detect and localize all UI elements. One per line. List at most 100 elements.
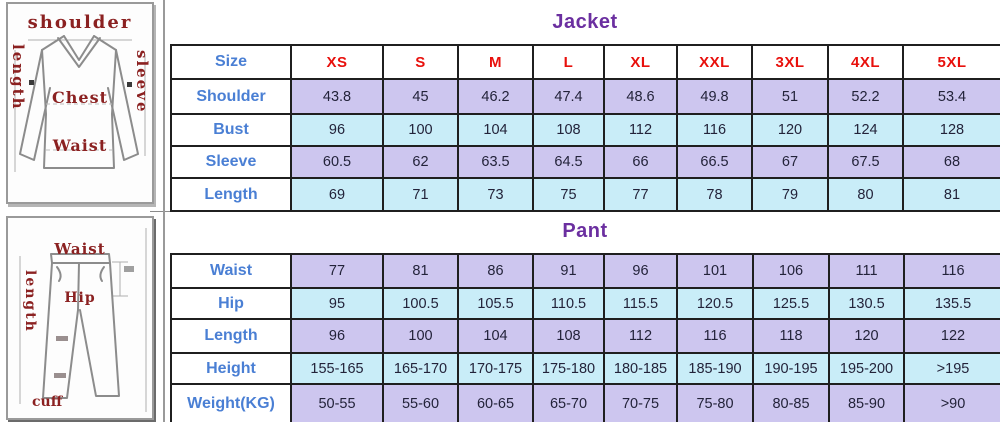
jacket-section-title: Jacket [552,10,618,33]
value-cell: 170-175 [457,352,534,385]
size-column-header: XXL [676,44,753,80]
value-cell: 91 [532,253,605,289]
row-label-length: Length [170,318,292,354]
value-cell: 43.8 [290,78,384,115]
jacket-chest-label: Chest [52,88,108,107]
size-column-header: 4XL [827,44,904,80]
pant-section-title: Pant [562,219,608,242]
table-row: Shoulder 43.8 45 46.2 47.4 48.6 49.8 51 52.2 53.4 [170,78,1000,115]
value-cell: 106 [752,253,830,289]
value-cell: 67.5 [827,145,904,179]
value-cell: 73 [457,177,534,212]
table-row: Hip 95 100.5 105.5 110.5 115.5 120.5 125.5 130.5… [170,287,1000,320]
row-label-length: Length [170,177,292,212]
size-column-header: M [457,44,534,80]
value-cell: 112 [603,113,678,147]
jacket-size-table: Size XS S M L XL XXL 3XL 4XL 5XL Shoulder 43.8 45 46.… [170,44,1000,212]
table-row: Length 69 71 73 75 77 78 79 80 81 [170,177,1000,212]
value-cell: 122 [903,318,1000,354]
value-cell: 80-85 [752,383,830,422]
value-cell: 85-90 [828,383,905,422]
value-cell: 63.5 [457,145,534,179]
value-cell: 48.6 [603,78,678,115]
value-cell: 86 [457,253,534,289]
value-cell: 75 [532,177,605,212]
row-label-hip: Hip [170,287,292,320]
value-cell: 67 [751,145,829,179]
value-cell: 80 [827,177,904,212]
value-cell: >195 [903,352,1000,385]
value-cell: 155-165 [290,352,384,385]
row-label-waist: Waist [170,253,292,289]
value-cell: 81 [382,253,459,289]
table-row: Length 96 100 104 108 112 116 118 120 122 [170,318,1000,354]
value-cell: 65-70 [532,383,605,422]
table-row: Weight(KG) 50-55 55-60 60-65 65-70 70-75 75-80… [170,383,1000,422]
value-cell: 60.5 [290,145,384,179]
value-cell: 69 [290,177,384,212]
value-cell: 96 [290,113,384,147]
value-cell: 120.5 [676,287,754,320]
row-label-shoulder: Shoulder [170,78,292,115]
row-label-bust: Bust [170,113,292,147]
value-cell: 62 [382,145,459,179]
table-row: Sleeve 60.5 62 63.5 64.5 66 66.5 67 67.5 68 [170,145,1000,179]
value-cell: 124 [827,113,904,147]
jacket-shoulder-label: shoulder [27,12,133,33]
size-header-row: Size XS S M L XL XXL 3XL 4XL 5XL [170,44,1000,80]
value-cell: 100 [382,113,459,147]
value-cell: 130.5 [828,287,905,320]
panel-divider-line [150,211,206,212]
value-cell: 75-80 [676,383,754,422]
row-label-height: Height [170,352,292,385]
value-cell: 95 [290,287,384,320]
table-row: Height 155-165 165-170 170-175 175-180 180-18… [170,352,1000,385]
jacket-sleeve-label: sleeve [133,50,151,114]
value-cell: 47.4 [532,78,605,115]
value-cell: 53.4 [902,78,1000,115]
row-label-weightkg: Weight(KG) [170,383,292,422]
value-cell: 116 [676,318,754,354]
jacket-diagram-panel: shoulder length sleeve Chest Waist [6,2,154,204]
size-column-header: 5XL [902,44,1000,80]
value-cell: 71 [382,177,459,212]
value-cell: 125.5 [752,287,830,320]
value-cell: 108 [532,318,605,354]
pant-diagram-panel: Waist length Hip cuff [6,216,154,420]
value-cell: 135.5 [903,287,1000,320]
value-cell: 100 [382,318,459,354]
value-cell: 51 [751,78,829,115]
row-label-size: Size [170,44,292,80]
value-cell: 45 [382,78,459,115]
value-cell: 180-185 [603,352,678,385]
value-cell: 46.2 [457,78,534,115]
value-cell: 79 [751,177,829,212]
value-cell: >90 [903,383,1000,422]
value-cell: 116 [903,253,1000,289]
size-column-header: 3XL [751,44,829,80]
value-cell: 175-180 [532,352,605,385]
value-cell: 96 [603,253,678,289]
value-cell: 165-170 [382,352,459,385]
row-label-sleeve: Sleeve [170,145,292,179]
value-cell: 96 [290,318,384,354]
pant-hip-label: Hip [64,290,96,306]
value-cell: 112 [603,318,678,354]
table-row: Bust 96 100 104 108 112 116 120 124 128 [170,113,1000,147]
jacket-waist-label: Waist [52,136,108,155]
value-cell: 195-200 [828,352,905,385]
pant-length-label: length [22,270,38,333]
pant-waist-label: Waist [54,240,106,258]
value-cell: 105.5 [457,287,534,320]
value-cell: 100.5 [382,287,459,320]
value-cell: 64.5 [532,145,605,179]
value-cell: 120 [751,113,829,147]
value-cell: 55-60 [382,383,459,422]
value-cell: 120 [828,318,905,354]
value-cell: 68 [902,145,1000,179]
pant-sketch [19,228,147,412]
size-column-header: XL [603,44,678,80]
value-cell: 104 [457,318,534,354]
value-cell: 190-195 [752,352,830,385]
value-cell: 50-55 [290,383,384,422]
